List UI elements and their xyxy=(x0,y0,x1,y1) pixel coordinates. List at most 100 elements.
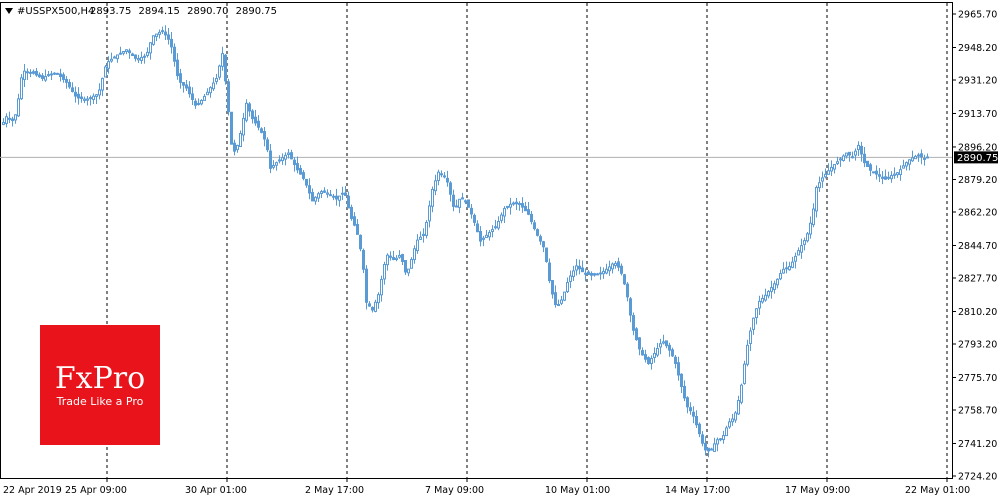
candle xyxy=(869,162,872,177)
y-tick-label: 2758.70 xyxy=(958,406,997,417)
candle xyxy=(404,259,407,276)
candle xyxy=(737,395,740,415)
logo-brand: FxPro xyxy=(55,361,145,396)
candle xyxy=(323,187,326,194)
candle xyxy=(5,113,8,128)
y-tick-label: 2965.70 xyxy=(958,10,997,21)
candle xyxy=(71,82,74,93)
candle xyxy=(758,295,761,315)
candle xyxy=(830,160,833,176)
candle xyxy=(554,285,557,308)
candle xyxy=(884,169,887,180)
candle xyxy=(23,64,26,87)
candle xyxy=(680,373,683,394)
candle xyxy=(692,406,695,424)
candle xyxy=(695,410,698,428)
x-tick-label: 2 May 17:00 xyxy=(305,485,364,496)
candle xyxy=(284,152,287,166)
x-tick-label: 14 May 17:00 xyxy=(665,485,730,496)
candle xyxy=(893,167,896,179)
candle xyxy=(233,139,236,156)
candle xyxy=(185,79,188,92)
candle xyxy=(74,86,77,103)
y-tick-label: 2827.70 xyxy=(958,274,997,285)
candle xyxy=(488,229,491,241)
candle xyxy=(437,169,440,186)
candle xyxy=(167,28,170,45)
x-tick-label: 22 May 01:00 xyxy=(905,485,970,496)
candle xyxy=(176,53,179,80)
candle xyxy=(389,251,392,261)
candle xyxy=(38,72,41,78)
candle xyxy=(653,347,656,363)
candle xyxy=(203,94,206,101)
candle xyxy=(356,219,359,235)
candle xyxy=(791,256,794,269)
candle xyxy=(140,51,143,64)
candle xyxy=(170,32,173,54)
candle xyxy=(443,171,446,179)
candle xyxy=(14,114,17,124)
candle xyxy=(740,383,743,405)
candle xyxy=(158,29,161,39)
candle xyxy=(839,157,842,167)
candle xyxy=(890,171,893,183)
candle xyxy=(32,69,35,75)
candle xyxy=(701,431,704,447)
candle xyxy=(518,201,521,211)
ohlc-close: 2890.75 xyxy=(236,6,277,17)
candle xyxy=(551,279,554,299)
candle xyxy=(596,272,599,276)
candle xyxy=(41,73,44,82)
candle xyxy=(509,197,512,215)
candle xyxy=(572,265,575,281)
candle xyxy=(425,220,428,239)
candle xyxy=(467,199,470,208)
candle xyxy=(497,216,500,231)
candle xyxy=(788,261,791,271)
candle xyxy=(266,137,269,153)
candle xyxy=(431,186,434,213)
candle xyxy=(842,154,845,162)
candle xyxy=(134,54,137,62)
candle xyxy=(857,141,860,157)
candle xyxy=(131,52,134,57)
candle xyxy=(353,212,356,227)
candle xyxy=(710,447,713,451)
candle xyxy=(761,294,764,304)
candle xyxy=(677,356,680,381)
candle xyxy=(65,76,68,89)
candle xyxy=(11,116,14,127)
candle xyxy=(602,267,605,279)
candle xyxy=(848,151,851,162)
candle xyxy=(80,92,83,103)
candle xyxy=(764,288,767,302)
candle xyxy=(380,275,383,302)
candle xyxy=(902,159,905,169)
candle xyxy=(851,151,854,159)
candle xyxy=(2,118,5,126)
candle xyxy=(413,245,416,264)
candle xyxy=(161,26,164,35)
candle xyxy=(779,269,782,281)
candle xyxy=(548,258,551,284)
candle xyxy=(899,165,902,181)
candle xyxy=(575,259,578,276)
candle xyxy=(608,260,611,276)
candle xyxy=(728,418,731,429)
candle xyxy=(392,250,395,261)
candle xyxy=(56,72,59,75)
candle xyxy=(797,247,800,256)
candle xyxy=(188,81,191,98)
candle xyxy=(119,46,122,55)
candle xyxy=(887,171,890,180)
candle xyxy=(719,438,722,442)
candle xyxy=(401,253,404,265)
candle xyxy=(836,156,839,165)
candle xyxy=(704,436,707,456)
candle xyxy=(665,340,668,349)
x-axis: 22 Apr 2019 25 Apr 09:00 30 Apr 01:00 2 May… xyxy=(3,478,970,496)
candle xyxy=(248,102,251,117)
y-tick-label: 2913.70 xyxy=(958,109,997,120)
